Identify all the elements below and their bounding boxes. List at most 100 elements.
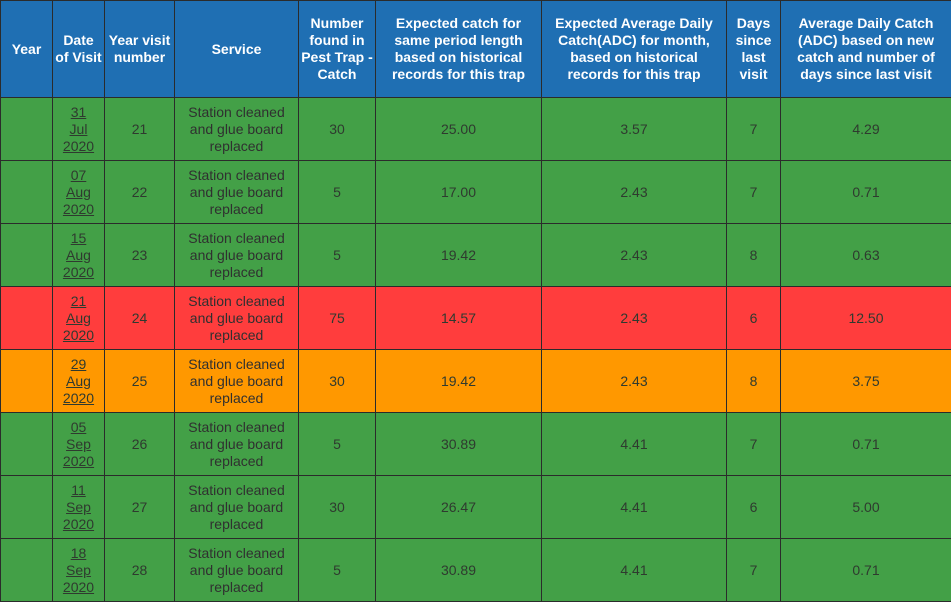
- date-month: Sep: [66, 499, 91, 515]
- year-cell: [1, 539, 53, 602]
- expected-adc-cell: 4.41: [542, 539, 727, 602]
- date-year: 2020: [63, 516, 94, 532]
- visit-date-link[interactable]: 31 Jul 2020: [63, 104, 94, 155]
- visit-date-link[interactable]: 07 Aug 2020: [63, 167, 94, 218]
- visit-date-link[interactable]: 05 Sep 2020: [63, 419, 94, 470]
- date-month: Aug: [66, 310, 91, 326]
- date-day: 15: [71, 230, 87, 246]
- expected-catch-cell: 19.42: [376, 350, 542, 413]
- expected-adc-cell: 2.43: [542, 350, 727, 413]
- days-since-cell: 7: [727, 539, 781, 602]
- date-cell: 05 Sep 2020: [53, 413, 105, 476]
- visit-number-cell: 27: [105, 476, 175, 539]
- visit-number-cell: 28: [105, 539, 175, 602]
- adc-cell: 3.75: [781, 350, 951, 413]
- expected-catch-cell: 26.47: [376, 476, 542, 539]
- header-average-daily-catch: Average Daily Catch (ADC) based on new c…: [781, 1, 951, 98]
- year-cell: [1, 413, 53, 476]
- date-month: Aug: [66, 184, 91, 200]
- visit-number-cell: 26: [105, 413, 175, 476]
- header-service: Service: [175, 1, 299, 98]
- catch-cell: 5: [299, 224, 376, 287]
- date-year: 2020: [63, 138, 94, 154]
- catch-cell: 5: [299, 413, 376, 476]
- date-cell: 07 Aug 2020: [53, 161, 105, 224]
- date-cell: 18 Sep 2020: [53, 539, 105, 602]
- expected-catch-cell: 14.57: [376, 287, 542, 350]
- expected-catch-cell: 19.42: [376, 224, 542, 287]
- visit-date-link[interactable]: 15 Aug 2020: [63, 230, 94, 281]
- header-days-since-last-visit: Days since last visit: [727, 1, 781, 98]
- catch-cell: 75: [299, 287, 376, 350]
- date-year: 2020: [63, 327, 94, 343]
- date-day: 18: [71, 545, 87, 561]
- table-row: 11 Sep 2020 27 Station cleaned and glue …: [1, 476, 951, 539]
- date-cell: 15 Aug 2020: [53, 224, 105, 287]
- visit-number-cell: 22: [105, 161, 175, 224]
- service-cell: Station cleaned and glue board replaced: [175, 413, 299, 476]
- table-row: 29 Aug 2020 25 Station cleaned and glue …: [1, 350, 951, 413]
- date-month: Aug: [66, 247, 91, 263]
- visit-number-cell: 25: [105, 350, 175, 413]
- date-day: 21: [71, 293, 87, 309]
- date-day: 05: [71, 419, 87, 435]
- days-since-cell: 6: [727, 476, 781, 539]
- service-cell: Station cleaned and glue board replaced: [175, 476, 299, 539]
- year-cell: [1, 287, 53, 350]
- table-row: 18 Sep 2020 28 Station cleaned and glue …: [1, 539, 951, 602]
- days-since-cell: 8: [727, 224, 781, 287]
- year-cell: [1, 98, 53, 161]
- date-cell: 21 Aug 2020: [53, 287, 105, 350]
- date-year: 2020: [63, 579, 94, 595]
- date-cell: 11 Sep 2020: [53, 476, 105, 539]
- visit-date-link[interactable]: 21 Aug 2020: [63, 293, 94, 344]
- table-row: 07 Aug 2020 22 Station cleaned and glue …: [1, 161, 951, 224]
- catch-cell: 30: [299, 98, 376, 161]
- expected-catch-cell: 25.00: [376, 98, 542, 161]
- adc-cell: 0.71: [781, 413, 951, 476]
- days-since-cell: 6: [727, 287, 781, 350]
- adc-cell: 4.29: [781, 98, 951, 161]
- year-cell: [1, 224, 53, 287]
- days-since-cell: 7: [727, 413, 781, 476]
- service-cell: Station cleaned and glue board replaced: [175, 350, 299, 413]
- expected-catch-cell: 17.00: [376, 161, 542, 224]
- date-day: 07: [71, 167, 87, 183]
- date-month: Sep: [66, 436, 91, 452]
- visit-date-link[interactable]: 18 Sep 2020: [63, 545, 94, 596]
- year-cell: [1, 161, 53, 224]
- date-day: 31: [71, 104, 87, 120]
- service-cell: Station cleaned and glue board replaced: [175, 161, 299, 224]
- service-cell: Station cleaned and glue board replaced: [175, 224, 299, 287]
- expected-catch-cell: 30.89: [376, 539, 542, 602]
- table-header-row: Year Date of Visit Year visit number Ser…: [1, 1, 951, 98]
- service-cell: Station cleaned and glue board replaced: [175, 98, 299, 161]
- header-expected-adc: Expected Average Daily Catch(ADC) for mo…: [542, 1, 727, 98]
- date-year: 2020: [63, 201, 94, 217]
- table-row: 31 Jul 2020 21 Station cleaned and glue …: [1, 98, 951, 161]
- date-month: Aug: [66, 373, 91, 389]
- adc-cell: 12.50: [781, 287, 951, 350]
- date-day: 11: [71, 482, 86, 498]
- catch-cell: 30: [299, 350, 376, 413]
- expected-adc-cell: 4.41: [542, 413, 727, 476]
- year-cell: [1, 350, 53, 413]
- catch-cell: 5: [299, 539, 376, 602]
- days-since-cell: 7: [727, 161, 781, 224]
- expected-adc-cell: 2.43: [542, 287, 727, 350]
- year-cell: [1, 476, 53, 539]
- table-body: 31 Jul 2020 21 Station cleaned and glue …: [1, 98, 951, 602]
- table-row: 05 Sep 2020 26 Station cleaned and glue …: [1, 413, 951, 476]
- visit-date-link[interactable]: 11 Sep 2020: [63, 482, 94, 533]
- header-date-of-visit: Date of Visit: [53, 1, 105, 98]
- adc-cell: 0.71: [781, 161, 951, 224]
- catch-cell: 5: [299, 161, 376, 224]
- date-cell: 29 Aug 2020: [53, 350, 105, 413]
- expected-adc-cell: 2.43: [542, 224, 727, 287]
- table-row: 15 Aug 2020 23 Station cleaned and glue …: [1, 224, 951, 287]
- date-year: 2020: [63, 390, 94, 406]
- date-day: 29: [71, 356, 87, 372]
- adc-cell: 0.63: [781, 224, 951, 287]
- catch-cell: 30: [299, 476, 376, 539]
- visit-date-link[interactable]: 29 Aug 2020: [63, 356, 94, 407]
